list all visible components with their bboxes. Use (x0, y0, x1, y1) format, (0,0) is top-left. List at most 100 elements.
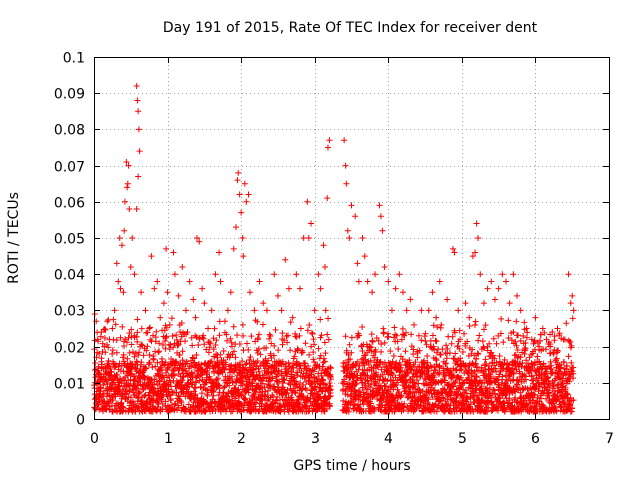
data-point-background (565, 353, 572, 360)
data-point (343, 180, 350, 187)
data-point-background (278, 406, 285, 413)
data-point (278, 307, 285, 314)
data-point-background (96, 406, 103, 413)
data-point (199, 285, 206, 292)
data-point-background (269, 375, 276, 382)
data-point-background (102, 349, 109, 356)
data-point (106, 336, 113, 343)
data-point (472, 249, 479, 256)
data-point (282, 256, 289, 263)
data-point-background (140, 352, 147, 359)
data-point (243, 198, 250, 205)
data-point-background (259, 396, 266, 403)
data-point-background (129, 349, 136, 356)
data-point-background (138, 341, 145, 348)
data-point (342, 162, 349, 169)
data-point-background (469, 346, 476, 353)
y-tick-label: 0.04 (54, 268, 85, 284)
data-point-background (195, 341, 202, 348)
data-point (550, 350, 557, 357)
data-point-background (536, 358, 543, 365)
data-point-background (271, 342, 278, 349)
x-tick-label: 5 (458, 431, 467, 447)
data-point-background (256, 368, 263, 375)
data-point-background (303, 386, 310, 393)
x-tick-label: 7 (605, 431, 614, 447)
data-point (346, 235, 353, 241)
data-point-background (133, 385, 140, 392)
data-point-background (499, 373, 506, 380)
data-point-background (163, 333, 170, 340)
data-point (320, 242, 327, 249)
data-point-background (568, 359, 575, 366)
data-point-background (537, 337, 544, 344)
data-point-background (471, 394, 478, 401)
data-point-background (255, 335, 262, 342)
data-point-background (391, 408, 398, 415)
data-point (163, 245, 170, 252)
data-point (433, 314, 440, 321)
data-point-background (472, 318, 479, 325)
data-point-background (127, 376, 134, 383)
data-point-background (149, 364, 156, 371)
data-point (364, 278, 371, 285)
data-point-background (517, 354, 524, 361)
data-point-background (95, 401, 102, 408)
data-point-background (327, 365, 334, 372)
data-point-background (512, 338, 519, 345)
data-point-background (284, 332, 291, 339)
data-point-background (327, 376, 334, 383)
data-point (450, 245, 457, 252)
data-point-background (529, 377, 536, 384)
data-point-background (449, 333, 456, 340)
data-point-background (138, 325, 145, 332)
data-point-background (431, 374, 438, 381)
data-point-background (117, 334, 124, 341)
data-point-background (430, 343, 437, 350)
data-point-background (221, 384, 228, 391)
data-point-background (557, 364, 564, 371)
data-point-background (430, 387, 437, 394)
data-point-background (158, 396, 165, 403)
data-point (352, 213, 359, 220)
data-point-background (136, 349, 143, 356)
data-point-background (366, 344, 373, 351)
data-point (241, 180, 248, 187)
data-point (227, 289, 234, 296)
data-point-background (125, 334, 132, 341)
data-point-background (230, 348, 237, 355)
data-point (135, 108, 142, 115)
data-point-background (505, 317, 512, 324)
data-point-background (155, 349, 162, 356)
data-point-background (387, 384, 394, 391)
y-tick-label: 0.01 (54, 377, 85, 393)
data-point-background (136, 389, 143, 396)
data-point-background (348, 349, 355, 356)
data-point-background (479, 338, 486, 345)
data-point-background (296, 332, 303, 339)
data-point-background (191, 384, 198, 391)
data-point-background (210, 392, 217, 399)
data-point-background (294, 345, 301, 352)
data-point-background (159, 341, 166, 348)
data-point-background (356, 388, 363, 395)
data-point-background (297, 325, 304, 332)
data-point-background (510, 329, 517, 336)
data-point-background (153, 328, 160, 335)
data-point (377, 213, 384, 220)
data-point-background (227, 369, 234, 376)
data-point-background (490, 335, 497, 342)
data-point (224, 307, 231, 314)
data-point (570, 307, 577, 314)
data-point-background (310, 356, 317, 363)
data-point (495, 285, 502, 292)
data-point-background (514, 347, 521, 354)
data-point (411, 321, 418, 328)
data-point-background (456, 327, 463, 334)
data-point-background (230, 323, 237, 330)
y-tick-label: 0.09 (54, 87, 85, 103)
data-point-background (127, 382, 134, 389)
data-point-background (215, 381, 222, 388)
data-point-background (432, 337, 439, 344)
data-point-background (274, 393, 281, 400)
